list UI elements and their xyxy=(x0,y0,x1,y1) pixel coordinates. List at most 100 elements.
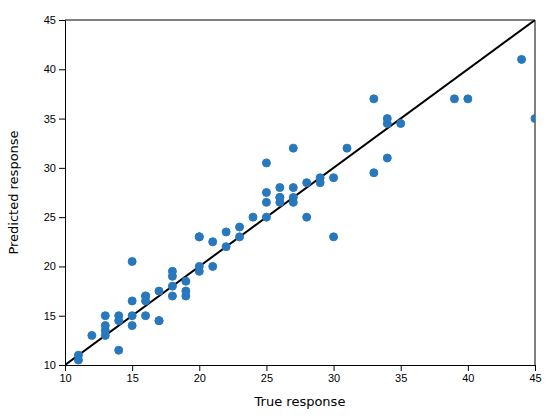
x-axis-line xyxy=(66,366,536,372)
plot: 10 15 20 25 30 35 40 45 10 15 20 25 30 35 40 45 xyxy=(44,14,542,384)
frame-right xyxy=(535,20,536,365)
point xyxy=(128,312,136,320)
point xyxy=(74,356,82,364)
x-axis-title: True response xyxy=(254,394,346,409)
y-tick-label: 40 xyxy=(44,63,56,75)
x-tick-mark xyxy=(334,365,335,371)
x-tick-mark xyxy=(199,365,200,371)
y-tick: 40 xyxy=(44,63,65,75)
point xyxy=(168,267,176,275)
chart: 10 15 20 25 30 35 40 45 10 15 20 25 30 35 40 45 True res… xyxy=(0,0,560,420)
x-tick-label: 20 xyxy=(194,372,206,384)
point xyxy=(101,331,109,339)
point xyxy=(464,95,472,103)
point xyxy=(370,169,378,177)
x-tick-label: 45 xyxy=(529,372,541,384)
y-tick-label: 45 xyxy=(44,14,56,26)
point xyxy=(209,262,217,270)
point xyxy=(397,120,405,128)
point xyxy=(88,331,96,339)
point xyxy=(101,312,109,320)
y-tick-mark xyxy=(59,69,65,70)
y-tick-label: 30 xyxy=(44,162,56,174)
point xyxy=(303,179,311,187)
y-tick-mark xyxy=(59,217,65,218)
point xyxy=(168,292,176,300)
point xyxy=(289,184,297,192)
point xyxy=(155,287,163,295)
x-tick-label: 30 xyxy=(328,372,340,384)
point xyxy=(101,322,109,330)
y-tick-label: 10 xyxy=(44,359,56,371)
point xyxy=(128,322,136,330)
point xyxy=(370,95,378,103)
y-tick-label: 25 xyxy=(44,211,56,223)
y-tick-mark xyxy=(59,20,65,21)
x-tick-label: 10 xyxy=(59,372,71,384)
y-tick-label: 20 xyxy=(44,260,56,272)
y-tick: 15 xyxy=(44,310,65,322)
point xyxy=(195,262,203,270)
y-tick-label: 15 xyxy=(44,310,56,322)
y-tick: 35 xyxy=(44,113,65,125)
point xyxy=(289,144,297,152)
point xyxy=(316,174,324,182)
point xyxy=(182,277,190,285)
y-tick-label: 35 xyxy=(44,113,56,125)
y-tick: 10 xyxy=(44,359,65,371)
point xyxy=(303,213,311,221)
point xyxy=(155,317,163,325)
point xyxy=(383,154,391,162)
x-tick: 40 xyxy=(462,365,474,384)
frame-top xyxy=(65,20,535,21)
point xyxy=(142,312,150,320)
x-tick-mark xyxy=(266,365,267,371)
point xyxy=(450,95,458,103)
point xyxy=(142,292,150,300)
point xyxy=(249,213,257,221)
diagonal-line xyxy=(65,20,535,365)
x-tick-mark xyxy=(132,365,133,371)
y-tick: 30 xyxy=(44,162,65,174)
x-tick: 10 xyxy=(59,365,71,384)
point xyxy=(182,287,190,295)
point xyxy=(262,198,270,206)
point xyxy=(262,159,270,167)
point xyxy=(128,258,136,266)
x-tick-mark xyxy=(535,365,536,371)
x-tick-mark xyxy=(401,365,402,371)
y-axis: 10 15 20 25 30 35 40 45 xyxy=(44,14,66,371)
point xyxy=(518,55,526,63)
point xyxy=(195,233,203,241)
y-axis-title: Predicted response xyxy=(6,130,21,254)
x-axis: 10 15 20 25 30 35 40 45 xyxy=(59,365,541,384)
y-tick-mark xyxy=(59,316,65,317)
point xyxy=(330,174,338,182)
point xyxy=(262,189,270,197)
x-tick: 45 xyxy=(529,365,541,384)
point xyxy=(115,312,123,320)
point xyxy=(262,213,270,221)
x-tick-label: 25 xyxy=(261,372,273,384)
point xyxy=(142,292,150,300)
point xyxy=(289,198,297,206)
point xyxy=(236,233,244,241)
x-tick-label: 40 xyxy=(462,372,474,384)
x-tick: 30 xyxy=(328,365,340,384)
point xyxy=(115,346,123,354)
marks xyxy=(65,20,535,365)
x-tick-mark xyxy=(468,365,469,371)
x-tick: 15 xyxy=(127,365,139,384)
point xyxy=(236,223,244,231)
point xyxy=(343,144,351,152)
x-tick-label: 15 xyxy=(127,372,139,384)
point xyxy=(276,184,284,192)
point xyxy=(531,115,535,123)
y-tick-mark xyxy=(59,266,65,267)
point xyxy=(195,233,203,241)
y-tick: 45 xyxy=(44,14,65,26)
y-axis-line xyxy=(59,21,66,366)
x-tick: 35 xyxy=(395,365,407,384)
point xyxy=(330,233,338,241)
point xyxy=(128,297,136,305)
